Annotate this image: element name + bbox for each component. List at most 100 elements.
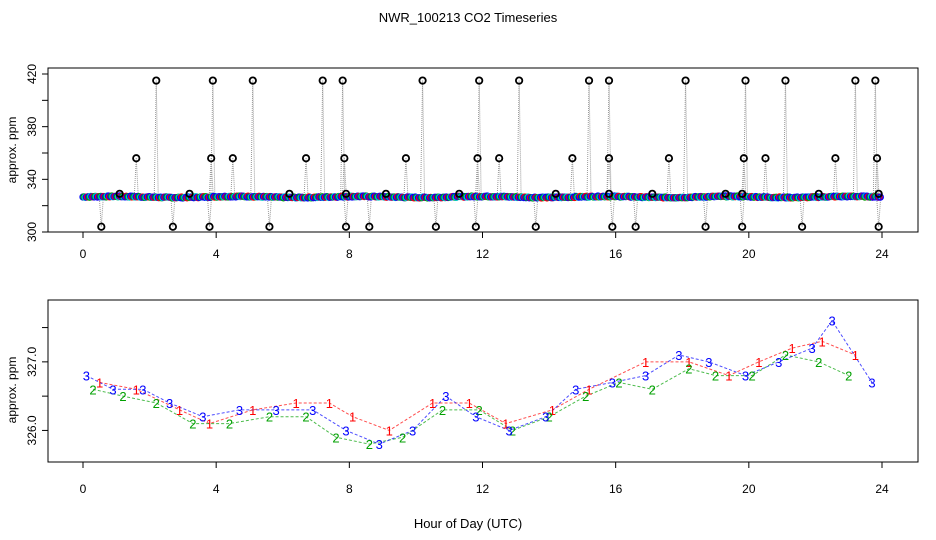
top-spike-connector xyxy=(876,196,880,227)
top-spike-point xyxy=(584,76,594,85)
bottom-series-point: 3 xyxy=(808,341,815,356)
top-spike-connector xyxy=(98,196,102,227)
bottom-series-point: 3 xyxy=(868,375,875,390)
bottom-series-point: 3 xyxy=(642,369,649,384)
top-spike-connector xyxy=(762,158,766,198)
bottom-series-point: 3 xyxy=(342,423,349,438)
top-spike-point xyxy=(741,76,750,85)
bottom-series-point: 3 xyxy=(199,410,206,425)
top-spike-point xyxy=(814,189,823,198)
top-spike-connector xyxy=(478,80,482,197)
bottom-series-point: 3 xyxy=(83,369,90,384)
bottom-y-tick-label: 327.0 xyxy=(25,347,39,377)
top-spike-connector xyxy=(743,158,747,198)
bottom-series-point: 3 xyxy=(139,382,146,397)
top-y-axis-label: approx. ppm xyxy=(5,117,19,184)
top-spike-connector xyxy=(153,80,157,197)
top-spike-point xyxy=(604,76,614,85)
top-spike-connector xyxy=(133,158,137,198)
top-spike-connector xyxy=(340,80,344,197)
top-spike-connector xyxy=(341,158,345,198)
bottom-series-point: 3 xyxy=(166,396,173,411)
top-spike-point xyxy=(739,154,748,163)
top-spike-point xyxy=(338,76,347,85)
top-spike-point xyxy=(115,189,124,198)
bottom-x-tick-label: 4 xyxy=(213,482,220,496)
top-spike-point xyxy=(285,189,294,198)
bottom-series-point: 3 xyxy=(409,423,416,438)
top-spike-point xyxy=(207,154,216,163)
top-spike-point xyxy=(608,222,617,231)
bottom-series-point: 2 xyxy=(89,382,96,397)
top-spike-point xyxy=(365,222,374,231)
top-spike-connector xyxy=(741,196,745,227)
bottom-series-point: 2 xyxy=(545,410,552,425)
top-spike-connector xyxy=(250,80,254,197)
top-spike-connector xyxy=(739,196,743,227)
bottom-series-point: 2 xyxy=(366,437,373,452)
top-spike-point xyxy=(874,189,883,198)
top-spike-connector xyxy=(232,158,236,198)
bottom-plot-frame xyxy=(47,299,919,463)
top-spike-point xyxy=(455,189,464,198)
top-spike-point xyxy=(761,154,770,163)
top-spike-point xyxy=(228,154,237,163)
bottom-series-point: 1 xyxy=(96,375,103,390)
bottom-series-point: 2 xyxy=(845,369,852,384)
top-spike-point xyxy=(401,154,411,163)
figure-title: NWR_100213 CO2 Timeseries xyxy=(379,10,558,25)
top-spike-connector xyxy=(345,196,349,227)
top-spike-connector xyxy=(743,80,747,197)
top-spike-connector xyxy=(475,196,479,227)
top-spike-point xyxy=(185,189,194,198)
top-spike-connector xyxy=(533,196,537,227)
top-spike-point xyxy=(681,76,690,85)
top-spike-point xyxy=(738,222,747,231)
bottom-series-point: 1 xyxy=(292,396,299,411)
top-x-tick-label: 16 xyxy=(609,247,623,261)
top-spike-connector xyxy=(832,158,836,198)
top-spike-point xyxy=(851,76,860,85)
top-spike-point xyxy=(473,154,482,163)
bottom-series-point: 1 xyxy=(685,355,692,370)
top-spike-connector xyxy=(764,158,768,198)
bottom-series-point: 1 xyxy=(429,396,436,411)
top-spike-connector xyxy=(155,80,159,197)
top-spike-connector xyxy=(476,80,480,197)
top-spike-connector xyxy=(878,196,882,227)
top-spike-connector xyxy=(799,196,803,227)
bottom-series-point: 2 xyxy=(302,410,309,425)
bottom-series-point: 1 xyxy=(788,341,795,356)
top-spike-connector xyxy=(834,158,838,198)
top-spike-connector xyxy=(874,80,878,197)
top-spike-point xyxy=(418,76,427,85)
top-spike-connector xyxy=(473,196,477,227)
top-spike-connector xyxy=(611,196,615,227)
top-spike-point xyxy=(738,189,747,198)
top-spike-point xyxy=(604,189,614,198)
bottom-series-point: 3 xyxy=(572,382,579,397)
bottom-series-point: 3 xyxy=(236,403,243,418)
top-spike-connector xyxy=(252,80,256,197)
top-spike-connector xyxy=(535,196,539,227)
bottom-series-point: 3 xyxy=(705,355,712,370)
top-y-tick-label: 340 xyxy=(25,169,39,189)
bottom-series-point: 2 xyxy=(509,423,516,438)
top-spike-connector xyxy=(874,158,878,198)
bottom-series-point: 3 xyxy=(742,369,749,384)
top-spike-connector xyxy=(303,158,307,198)
top-spike-connector xyxy=(230,158,234,198)
top-spike-connector xyxy=(606,80,610,197)
bottom-series-point: 1 xyxy=(852,348,859,363)
top-spike-point xyxy=(515,76,524,85)
bottom-series-point: 1 xyxy=(725,369,732,384)
top-spike-connector xyxy=(683,80,687,197)
top-y-tick-label: 380 xyxy=(25,116,39,136)
bottom-series-point: 1 xyxy=(249,403,256,418)
bottom-series-point: 1 xyxy=(133,382,140,397)
top-spike-connector xyxy=(588,80,592,197)
top-spike-connector xyxy=(745,80,749,197)
top-spike-point xyxy=(871,76,880,85)
top-spike-connector xyxy=(322,80,326,197)
